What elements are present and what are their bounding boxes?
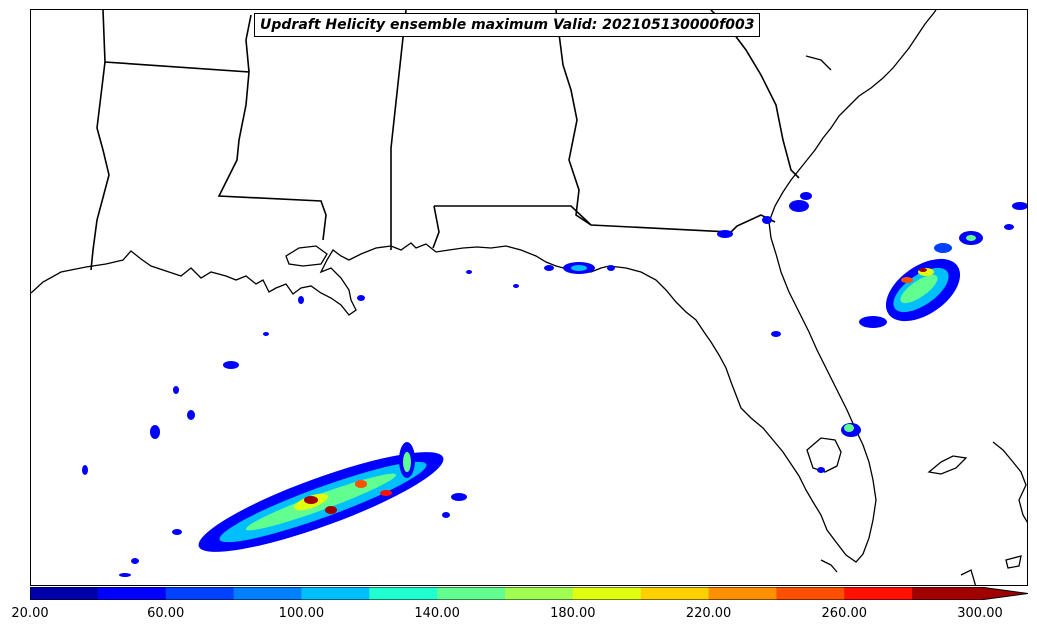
lake-okeechobee xyxy=(806,437,842,473)
colorbar-segment xyxy=(165,587,235,600)
helicity-cell xyxy=(131,558,139,564)
helicity-cell xyxy=(934,243,952,253)
colorbar-segment xyxy=(844,587,913,600)
colorbar-outline xyxy=(30,587,1028,600)
helicity-cell xyxy=(762,216,772,224)
island-outline xyxy=(820,559,838,573)
colorbar-tick-label: 220.00 xyxy=(685,606,732,621)
colorbar-segment xyxy=(301,587,370,600)
colorbar-segment xyxy=(912,587,981,600)
helicity-cell xyxy=(173,386,179,394)
colorbar-tick-label: 60.00 xyxy=(147,606,185,621)
atlantic-coastline xyxy=(806,10,937,161)
state-border xyxy=(90,61,110,271)
colorbar-tick-label: 300.00 xyxy=(957,606,1003,621)
state-border xyxy=(432,205,440,249)
helicity-cell xyxy=(844,424,854,432)
helicity-cell xyxy=(403,452,411,472)
state-border xyxy=(434,205,776,233)
colorbar-tick-label: 100.00 xyxy=(278,606,325,621)
island-outline xyxy=(960,569,977,585)
helicity-cell xyxy=(150,425,160,439)
helicity-cell xyxy=(466,270,472,274)
colorbar-segment xyxy=(30,587,99,600)
state-border xyxy=(555,10,592,226)
helicity-cell xyxy=(900,274,938,304)
colorbar-tick-label: 180.00 xyxy=(550,606,596,621)
colorbar-segment xyxy=(505,587,574,600)
colorbar-tick-label: 140.00 xyxy=(414,606,460,621)
helicity-cell xyxy=(607,265,615,271)
colorbar-segment xyxy=(640,587,710,600)
colorbar-tick-label: 20.00 xyxy=(11,606,49,621)
helicity-cell xyxy=(357,295,365,301)
helicity-cell xyxy=(571,265,587,271)
helicity-cell xyxy=(513,284,519,288)
map-title: Updraft Helicity ensemble maximum Valid:… xyxy=(254,13,761,37)
state-border xyxy=(390,10,407,250)
island-outline xyxy=(805,55,832,71)
colorbar-segment xyxy=(369,587,438,600)
helicity-cell xyxy=(451,493,467,501)
helicity-cell xyxy=(771,331,781,337)
helicity-cell xyxy=(919,268,927,272)
helicity-cell xyxy=(442,512,450,518)
colorbar-segment xyxy=(437,587,506,600)
colorbar-segment xyxy=(708,587,777,600)
island-outline xyxy=(1005,555,1022,569)
helicity-cell xyxy=(1012,202,1027,210)
helicity-cell xyxy=(304,496,318,504)
helicity-cell xyxy=(544,265,554,271)
colorbar-segment xyxy=(233,587,302,600)
helicity-cell xyxy=(82,465,88,475)
colorbar xyxy=(30,587,1028,600)
colorbar-segment xyxy=(572,587,642,600)
helicity-cell xyxy=(966,235,976,241)
helicity-cell xyxy=(119,573,131,577)
helicity-cluster-gulf-band xyxy=(119,442,467,577)
helicity-cell xyxy=(817,467,825,473)
island-outline xyxy=(992,441,1027,523)
island-outline xyxy=(927,455,968,475)
helicity-cell xyxy=(380,490,392,496)
state-border xyxy=(245,14,252,73)
helicity-cell xyxy=(901,277,913,283)
helicity-cell xyxy=(800,192,812,200)
colorbar-extend-arrow xyxy=(980,587,1028,600)
helicity-cell xyxy=(1004,224,1014,230)
helicity-cell xyxy=(717,230,733,238)
helicity-cell xyxy=(223,361,239,369)
helicity-cluster-gulf-coast xyxy=(82,262,615,475)
helicity-cell xyxy=(325,506,337,514)
helicity-cell xyxy=(355,480,367,488)
lake-pontchartrain xyxy=(285,245,328,267)
helicity-cluster-atlantic xyxy=(717,192,1027,473)
helicity-cell xyxy=(172,529,182,535)
helicity-cell xyxy=(789,200,809,212)
helicity-cell xyxy=(263,332,269,336)
helicity-cell xyxy=(187,410,195,420)
colorbar-segment xyxy=(776,587,845,600)
colorbar-segment xyxy=(97,587,167,600)
map-canvas xyxy=(31,10,1027,585)
map-panel xyxy=(30,9,1028,586)
helicity-cell xyxy=(859,316,887,328)
helicity-cell xyxy=(298,296,304,304)
state-border xyxy=(102,10,327,241)
colorbar-tick-label: 260.00 xyxy=(821,606,868,621)
